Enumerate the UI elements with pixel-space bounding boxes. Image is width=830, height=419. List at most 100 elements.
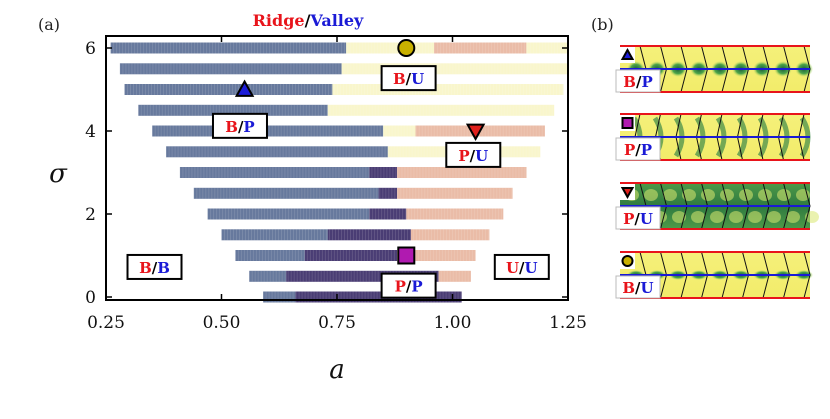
strip-valley-code: U (640, 210, 653, 228)
band-segment (207, 208, 370, 220)
pattern-cell (729, 211, 743, 223)
strip-valley-code: P (641, 141, 652, 159)
band-segment (124, 84, 333, 95)
region-label-text: P/P (395, 278, 423, 296)
marker-triangle-up (234, 79, 255, 97)
band-segment (369, 167, 397, 178)
band-segment (327, 104, 555, 116)
valley-code: P (243, 118, 254, 136)
label-slash: / (406, 278, 412, 296)
pattern-cell (644, 189, 658, 201)
phase-markers (234, 39, 486, 265)
valley-code: P (411, 278, 422, 296)
y-tick-label: 2 (85, 205, 96, 225)
strip-valley-code: U (641, 279, 654, 297)
ridge-code: B (393, 70, 406, 88)
band-segment (341, 63, 568, 75)
pattern-cell (701, 189, 715, 201)
x-axis-ticks: 0.25 0.50 0.75 1.00 1.25 (87, 36, 587, 333)
band-segment (263, 291, 296, 303)
strip-label-box (615, 137, 661, 161)
y-tick-label: 6 (85, 39, 96, 59)
strip-marker-triangle-up (620, 47, 635, 60)
pattern-cell (710, 211, 724, 223)
band-segment (383, 125, 416, 137)
title-ridge: Ridge (253, 11, 305, 30)
strip-label: P/U (623, 210, 653, 228)
pattern-strip: B/P (615, 45, 813, 93)
pattern-cell (672, 211, 686, 223)
pattern-strip: B/U (615, 251, 813, 299)
band-segment (526, 42, 568, 54)
strip-ridge-code: P (624, 141, 635, 159)
region-label-box (126, 253, 183, 280)
y-axis-ticks: 0 2 4 6 (85, 39, 568, 308)
x-tick-label: 1.00 (434, 313, 472, 333)
ridge-code: B (139, 259, 152, 277)
region-label-text: U/U (506, 259, 538, 277)
marker-square (397, 246, 416, 265)
band-segment (166, 146, 388, 158)
panel-b: B/PP/PP/UB/U (615, 45, 819, 299)
band-segment (369, 208, 407, 220)
strip-label: B/U (622, 279, 653, 297)
plot-area: B/BB/PB/UP/UP/PU/U (105, 35, 569, 303)
band-segment (193, 187, 379, 199)
band-segment (406, 208, 504, 220)
band-segment (304, 250, 398, 261)
band-segment (138, 104, 328, 116)
band-segment (249, 270, 287, 282)
y-tick-label: 0 (85, 288, 96, 308)
band-segment (346, 42, 434, 54)
strip-slash: / (634, 210, 640, 228)
valley-code: U (525, 259, 538, 277)
strip-ridge-code: B (623, 73, 636, 91)
band-segment (332, 84, 564, 95)
band-segment (110, 42, 347, 54)
band-segment (179, 167, 370, 178)
band-segment (235, 250, 305, 261)
chart-title: Ridge/Valley (253, 11, 364, 30)
label-slash: / (238, 118, 244, 136)
ridge-code: P (395, 278, 406, 296)
region-label: P/P (380, 272, 437, 299)
strip-slash: / (635, 279, 641, 297)
panel-a-label: (a) (38, 15, 60, 34)
region-label-box (380, 65, 437, 92)
valley-code: B (157, 259, 170, 277)
band-segment (327, 229, 411, 241)
x-tick-label: 0.50 (203, 313, 241, 333)
region-labels: B/BB/PB/UP/UP/PU/U (126, 65, 550, 299)
pattern-cell (748, 211, 762, 223)
strip-ridge-code: P (623, 210, 634, 228)
pattern-cell (767, 211, 781, 223)
region-label: B/P (211, 112, 268, 139)
label-slash: / (406, 70, 412, 88)
region-label-box (493, 253, 550, 280)
strip-slash: / (635, 141, 641, 159)
strip-valley-code: P (641, 73, 652, 91)
pattern-cell (786, 211, 800, 223)
pattern-cell (720, 189, 734, 201)
band-segment (397, 250, 476, 261)
marker-circle (397, 39, 416, 57)
region-label-box (211, 112, 268, 139)
x-tick-label: 0.75 (318, 313, 356, 333)
label-slash: / (470, 147, 476, 165)
strip-label-box (615, 275, 661, 299)
strip-ridge-code: B (622, 279, 635, 297)
strip-label-box (615, 69, 661, 93)
strip-label: B/P (623, 73, 652, 91)
band-segment (397, 187, 513, 199)
label-slash: / (519, 259, 525, 277)
y-axis-label: σ (49, 159, 68, 189)
label-slash: / (152, 259, 158, 277)
strip-marker-triangle-down (620, 187, 635, 200)
pattern-cell (682, 189, 696, 201)
strip-marker-circle (621, 255, 634, 267)
x-tick-label: 0.25 (87, 313, 125, 333)
pattern-strip: P/P (615, 113, 811, 161)
region-label: B/B (126, 253, 183, 280)
strip-label-box (615, 206, 661, 230)
